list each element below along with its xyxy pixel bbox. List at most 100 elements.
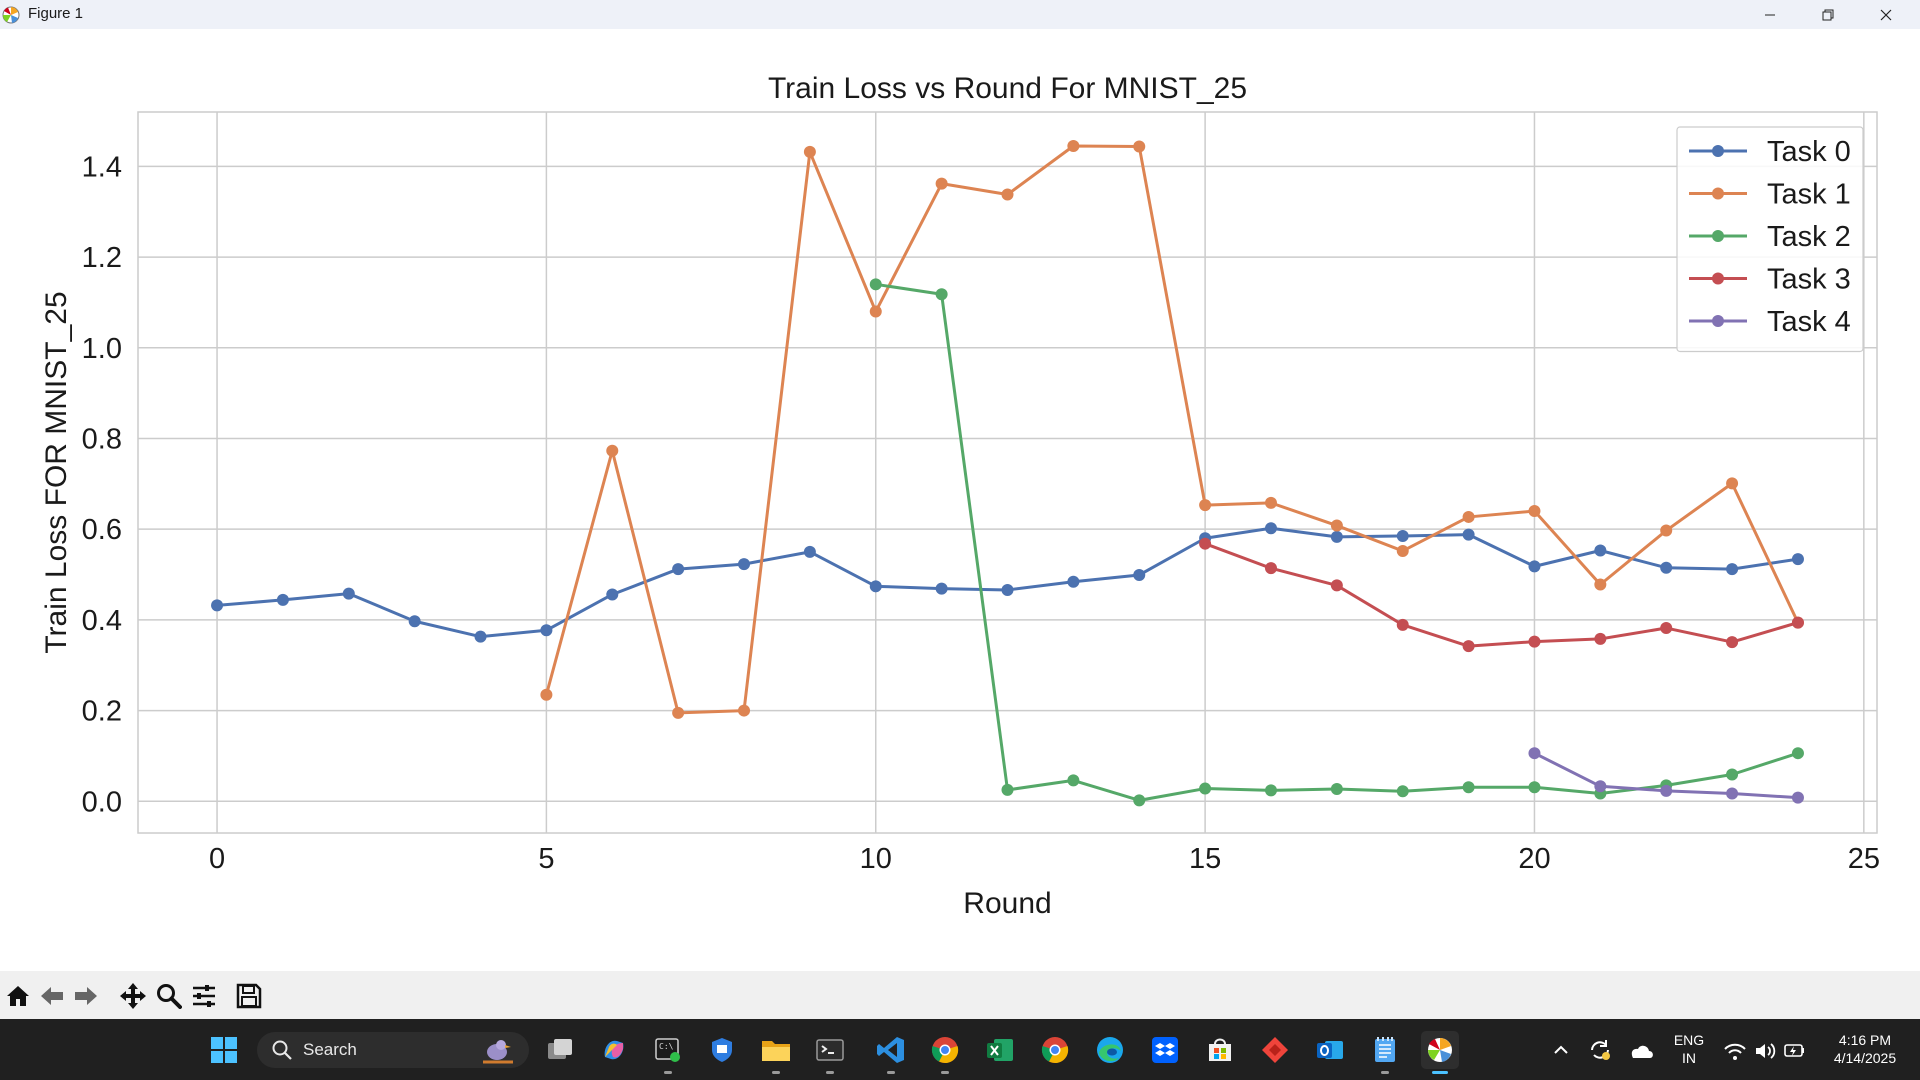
minimize-button[interactable] <box>1741 0 1799 29</box>
data-point <box>1001 583 1014 596</box>
legend-marker <box>1712 230 1724 242</box>
taskbar-app-vscode[interactable] <box>872 1031 910 1074</box>
onedrive-cloud-icon[interactable] <box>1627 1041 1655 1061</box>
back-button[interactable] <box>37 981 67 1011</box>
taskbar-app-task-view[interactable] <box>541 1031 579 1069</box>
y-tick-label: 1.4 <box>82 151 122 183</box>
dropbox-icon <box>1152 1037 1178 1063</box>
data-point <box>211 599 224 612</box>
chart-title: Train Loss vs Round For MNIST_25 <box>768 72 1247 105</box>
taskbar-app-copilot[interactable] <box>595 1031 633 1069</box>
data-point <box>1330 783 1343 796</box>
data-point <box>276 593 289 606</box>
data-point <box>738 704 751 717</box>
legend-marker <box>1712 187 1724 200</box>
data-point <box>869 305 882 318</box>
plot-area-frame <box>137 111 1878 834</box>
y-tick-labels: 0.0 0.2 0.4 0.6 0.8 1.0 1.2 1.4 <box>82 151 122 818</box>
data-point <box>1001 188 1014 201</box>
legend-label: Task 1 <box>1767 179 1851 211</box>
x-tick-label: 25 <box>1848 843 1880 875</box>
x-axis-label: Round <box>963 887 1051 920</box>
taskbar-app-file-explorer[interactable] <box>757 1031 795 1074</box>
configure-subplots-button[interactable] <box>189 981 219 1011</box>
taskbar-app-terminal[interactable] <box>811 1031 849 1074</box>
back-arrow-icon <box>41 987 63 1005</box>
data-point <box>1462 510 1475 523</box>
window-titlebar: Figure 1 <box>0 0 1920 29</box>
series-group <box>211 140 1804 807</box>
taskbar-app-microsoft-store[interactable] <box>1201 1031 1239 1069</box>
taskbar-app-dropbox[interactable] <box>1146 1031 1184 1069</box>
data-point <box>1660 524 1673 537</box>
data-point <box>1660 561 1673 574</box>
windows-security-shield-icon <box>712 1038 732 1062</box>
data-point <box>1133 794 1146 807</box>
data-point <box>1067 774 1080 787</box>
clock[interactable]: 4:16 PM 4/14/2025 <box>1810 1031 1920 1067</box>
clock-date: 4/14/2025 <box>1833 1050 1897 1066</box>
svg-text:C:\: C:\ <box>659 1042 674 1051</box>
taskbar: Search C:\ <box>0 1019 1920 1080</box>
data-point <box>1330 519 1343 532</box>
wifi-icon[interactable] <box>1723 1041 1747 1061</box>
taskbar-app-python-figure[interactable] <box>1421 1031 1459 1074</box>
grid-lines <box>138 112 1877 833</box>
zoom-button[interactable] <box>154 981 184 1011</box>
forward-button[interactable] <box>71 981 101 1011</box>
volume-icon[interactable] <box>1753 1041 1777 1061</box>
task-view-icon <box>548 1039 572 1059</box>
edge-icon <box>1097 1037 1123 1063</box>
data-point <box>1264 522 1277 535</box>
y-tick-label: 0.6 <box>82 514 122 546</box>
close-button[interactable] <box>1857 0 1915 29</box>
battery-charging-icon[interactable] <box>1783 1041 1807 1061</box>
taskbar-app-excel[interactable] <box>981 1031 1019 1069</box>
taskbar-app-command-prompt[interactable]: C:\ <box>649 1031 687 1074</box>
data-point <box>1264 562 1277 575</box>
x-tick-label: 20 <box>1518 843 1550 875</box>
data-point <box>935 288 948 301</box>
data-point <box>1264 496 1277 509</box>
y-tick-label: 0.4 <box>82 605 122 637</box>
legend-entry: Task 4 <box>1689 306 1851 338</box>
y-tick-label: 1.2 <box>82 242 122 274</box>
legend-marker <box>1712 315 1724 327</box>
data-point <box>1528 781 1541 794</box>
pan-button[interactable] <box>118 981 148 1011</box>
taskbar-search-box[interactable]: Search <box>257 1032 529 1068</box>
home-button[interactable] <box>3 981 33 1011</box>
save-button[interactable] <box>234 981 264 1011</box>
legend-label: Task 2 <box>1767 221 1851 253</box>
window-title: Figure 1 <box>28 5 84 22</box>
series-task-4 <box>1528 747 1804 804</box>
restore-button[interactable] <box>1799 0 1857 29</box>
y-tick-label: 0.8 <box>82 423 122 455</box>
taskbar-app-windows-security[interactable] <box>703 1031 741 1069</box>
legend-marker <box>1712 145 1724 157</box>
taskbar-app-outlook[interactable] <box>1311 1031 1349 1069</box>
close-icon <box>1880 9 1892 20</box>
data-point <box>1396 544 1409 557</box>
language-indicator[interactable]: ENG IN <box>1668 1031 1710 1067</box>
data-point <box>738 558 751 571</box>
data-point <box>1594 632 1607 645</box>
start-button[interactable] <box>205 1031 243 1069</box>
excel-icon <box>987 1039 1013 1061</box>
taskbar-app-anydesk[interactable] <box>1256 1031 1294 1069</box>
data-point <box>1791 553 1804 566</box>
taskbar-app-notepad[interactable] <box>1366 1031 1404 1074</box>
data-point <box>869 580 882 593</box>
home-icon <box>7 986 29 1006</box>
legend-entry: Task 1 <box>1689 179 1851 211</box>
data-point <box>1396 618 1409 631</box>
taskbar-app-chrome-profile[interactable] <box>926 1031 964 1074</box>
taskbar-app-edge[interactable] <box>1091 1031 1129 1069</box>
data-point <box>1791 791 1804 804</box>
show-hidden-icons-chevron-icon[interactable] <box>1552 1041 1570 1059</box>
minimize-icon <box>1765 14 1775 15</box>
data-point <box>1462 640 1475 653</box>
taskbar-app-chrome[interactable] <box>1036 1031 1074 1069</box>
sync-icon[interactable] <box>1587 1037 1613 1063</box>
search-icon <box>272 1040 292 1060</box>
